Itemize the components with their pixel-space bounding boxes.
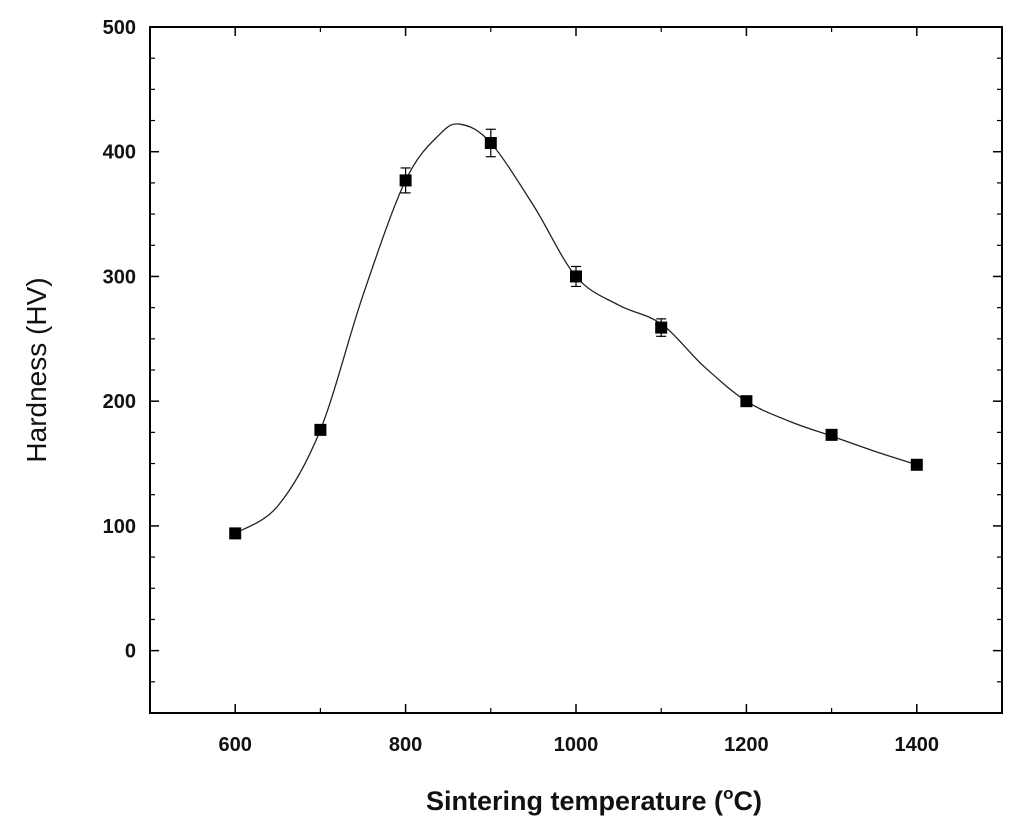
y-tick-label: 0 bbox=[125, 641, 136, 663]
x-axis-title: Sintering temperature (oC) bbox=[426, 784, 762, 816]
y-tick-label: 500 bbox=[103, 17, 136, 39]
y-tick-label: 300 bbox=[103, 266, 136, 288]
x-tick-label: 800 bbox=[389, 734, 422, 756]
chart: 0 100 200 300 400 500 600 800 1000 1200 1400 Hard… bbox=[0, 0, 1024, 836]
x-tick-label: 1200 bbox=[724, 734, 769, 756]
data-point bbox=[655, 322, 667, 334]
x-tick-label: 1000 bbox=[554, 734, 599, 756]
y-tick-label: 400 bbox=[103, 142, 136, 164]
data-point bbox=[911, 459, 923, 471]
data-point bbox=[570, 270, 582, 282]
x-axis-title-superscript: o bbox=[723, 784, 733, 803]
data-point bbox=[485, 137, 497, 149]
data-point bbox=[229, 527, 241, 539]
x-axis: 600 800 1000 1200 1400 bbox=[219, 27, 940, 756]
fit-curve bbox=[235, 124, 917, 534]
y-axis: 0 100 200 300 400 500 bbox=[103, 17, 1002, 713]
y-tick-label: 200 bbox=[103, 391, 136, 413]
data-point bbox=[314, 424, 326, 436]
data-point bbox=[826, 429, 838, 441]
data-points bbox=[229, 129, 923, 539]
data-point bbox=[740, 395, 752, 407]
data-point bbox=[400, 174, 412, 186]
x-tick-label: 600 bbox=[219, 734, 252, 756]
plot-frame bbox=[150, 27, 1002, 713]
x-axis-title-main: Sintering temperature ( bbox=[426, 786, 723, 816]
x-tick-label: 1400 bbox=[895, 734, 940, 756]
x-axis-title-unit: C) bbox=[733, 786, 762, 816]
y-tick-label: 100 bbox=[103, 516, 136, 538]
y-axis-title: Hardness (HV) bbox=[21, 277, 52, 462]
